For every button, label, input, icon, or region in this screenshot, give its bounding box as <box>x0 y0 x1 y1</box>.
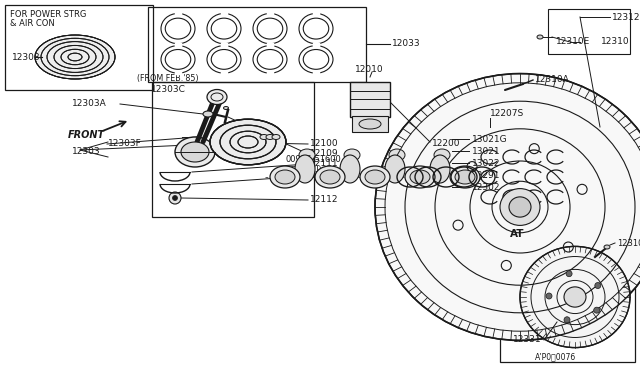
Circle shape <box>169 192 181 204</box>
Circle shape <box>595 282 601 289</box>
Bar <box>148 7 366 82</box>
Text: 12303: 12303 <box>72 148 100 157</box>
Text: 12207S: 12207S <box>490 109 524 119</box>
Ellipse shape <box>223 106 228 109</box>
Text: 12303: 12303 <box>12 52 40 61</box>
Text: 12303A: 12303A <box>72 99 107 109</box>
Ellipse shape <box>385 155 405 183</box>
Ellipse shape <box>389 149 405 161</box>
Ellipse shape <box>272 135 280 140</box>
Text: AT: AT <box>510 229 525 239</box>
Text: 12312: 12312 <box>612 13 640 22</box>
Ellipse shape <box>340 155 360 183</box>
Ellipse shape <box>295 155 315 183</box>
Bar <box>152 82 314 217</box>
Text: 13022: 13022 <box>472 158 500 167</box>
Ellipse shape <box>410 170 430 184</box>
Bar <box>548 9 630 54</box>
Text: 12302: 12302 <box>472 183 500 192</box>
Ellipse shape <box>509 197 531 217</box>
Ellipse shape <box>455 170 475 184</box>
Ellipse shape <box>500 189 540 225</box>
Text: 12310A: 12310A <box>535 76 570 84</box>
Ellipse shape <box>175 137 215 167</box>
Text: 12111: 12111 <box>310 160 339 169</box>
Text: 00926-51600: 00926-51600 <box>285 155 340 164</box>
Text: 12100: 12100 <box>310 140 339 148</box>
Ellipse shape <box>299 149 315 161</box>
Ellipse shape <box>320 170 340 184</box>
Text: 12010: 12010 <box>355 65 383 74</box>
Text: 12310A: 12310A <box>617 238 640 247</box>
Ellipse shape <box>35 35 115 79</box>
Text: 12111: 12111 <box>310 171 339 180</box>
Circle shape <box>546 293 552 299</box>
Bar <box>5 5 153 90</box>
Circle shape <box>594 307 600 313</box>
Ellipse shape <box>203 111 213 117</box>
Text: 13021G: 13021G <box>472 135 508 144</box>
Bar <box>500 222 635 362</box>
Ellipse shape <box>520 246 630 347</box>
Bar <box>350 82 390 117</box>
Ellipse shape <box>266 135 274 140</box>
Text: 12303F: 12303F <box>108 140 141 148</box>
Ellipse shape <box>537 35 543 39</box>
Ellipse shape <box>270 166 300 188</box>
Text: 12109: 12109 <box>310 150 339 158</box>
Text: & AIR CON: & AIR CON <box>10 19 55 28</box>
Ellipse shape <box>260 135 268 140</box>
Ellipse shape <box>344 149 360 161</box>
Text: 12112: 12112 <box>310 196 339 205</box>
Ellipse shape <box>434 149 450 161</box>
Ellipse shape <box>365 170 385 184</box>
Text: 12310: 12310 <box>601 38 630 46</box>
Bar <box>352 116 388 132</box>
Ellipse shape <box>405 166 435 188</box>
Text: 12033: 12033 <box>392 39 420 48</box>
Text: 13021: 13021 <box>472 147 500 155</box>
Text: 12331: 12331 <box>513 336 541 344</box>
Text: 12200: 12200 <box>432 140 461 148</box>
Circle shape <box>566 271 572 277</box>
Ellipse shape <box>359 119 381 129</box>
Ellipse shape <box>430 155 450 183</box>
Circle shape <box>173 196 177 201</box>
Text: (FROM FEB.'85): (FROM FEB.'85) <box>137 74 199 83</box>
Text: FOR POWER STRG: FOR POWER STRG <box>10 10 86 19</box>
Ellipse shape <box>450 166 480 188</box>
Ellipse shape <box>315 166 345 188</box>
Ellipse shape <box>604 245 610 249</box>
Ellipse shape <box>360 166 390 188</box>
Ellipse shape <box>375 74 640 340</box>
Ellipse shape <box>210 119 286 165</box>
Text: 12291: 12291 <box>472 170 500 180</box>
Text: KEY ◆-(I): KEY ◆-(I) <box>285 166 322 174</box>
Ellipse shape <box>564 287 586 307</box>
Ellipse shape <box>181 142 209 162</box>
Circle shape <box>564 317 570 323</box>
Text: A’P0）0076: A’P0）0076 <box>535 353 576 362</box>
Ellipse shape <box>275 170 295 184</box>
Ellipse shape <box>207 90 227 105</box>
Text: 12303C: 12303C <box>150 84 186 93</box>
Text: 12310E: 12310E <box>556 38 590 46</box>
Text: FRONT: FRONT <box>68 130 105 140</box>
